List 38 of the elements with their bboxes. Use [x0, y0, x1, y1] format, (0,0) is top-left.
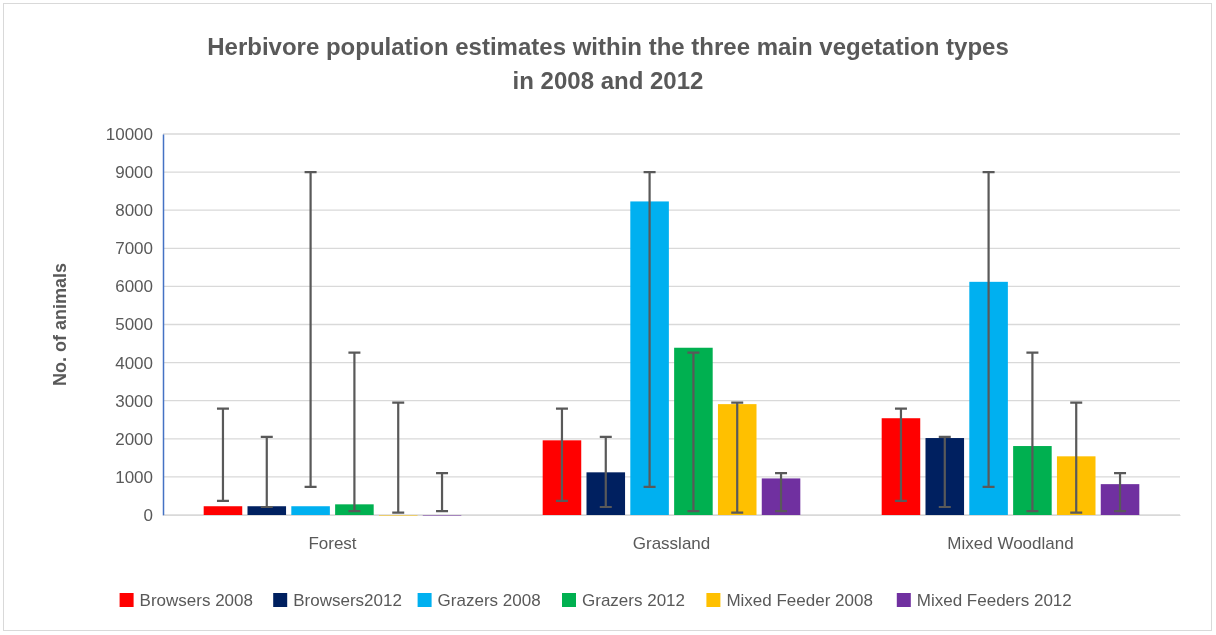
bar	[203, 506, 243, 515]
x-tick-label: Grassland	[632, 534, 711, 554]
y-tick-label: 10000	[105, 124, 153, 144]
y-tick-label: 6000	[115, 277, 153, 297]
bar	[1056, 456, 1096, 515]
bar	[291, 506, 330, 515]
y-tick-label: 7000	[115, 239, 153, 259]
y-tick-label: 1000	[115, 467, 153, 487]
bar	[969, 281, 1008, 515]
y-tick-label: 5000	[115, 315, 153, 335]
y-tick-label: 4000	[115, 353, 153, 373]
y-tick-label: 9000	[115, 163, 153, 183]
bar	[335, 504, 374, 515]
bar	[1100, 484, 1140, 515]
bar	[542, 440, 582, 515]
legend-label: Mixed Feeders 2012	[916, 591, 1072, 610]
bar	[674, 347, 713, 515]
bar	[247, 506, 287, 515]
bar	[881, 418, 921, 515]
bar	[1013, 446, 1052, 515]
bar	[586, 472, 626, 515]
legend-label: Grazers 2008	[437, 591, 541, 610]
bar	[717, 404, 757, 515]
bar	[761, 478, 801, 515]
y-tick-label: 8000	[115, 201, 153, 221]
bar	[925, 438, 965, 515]
y-tick-label: 2000	[115, 429, 153, 449]
bar	[630, 201, 669, 515]
x-tick-label: Mixed Woodland	[947, 534, 1074, 554]
x-tick-label: Forest	[308, 534, 357, 554]
y-tick-label: 3000	[115, 391, 153, 411]
legend-label: Grazers 2012	[582, 591, 685, 610]
legend-label: Browsers 2008	[139, 591, 253, 610]
legend-label: Mixed Feeder 2008	[726, 591, 873, 610]
y-tick-label: 0	[143, 505, 153, 525]
chart-title: Herbivore population estimates within the three main vegetation types in 2008 and 2012	[207, 33, 1009, 94]
legend-label: Browsers2012	[293, 591, 402, 610]
y-axis-title: No. of animals	[50, 262, 70, 387]
